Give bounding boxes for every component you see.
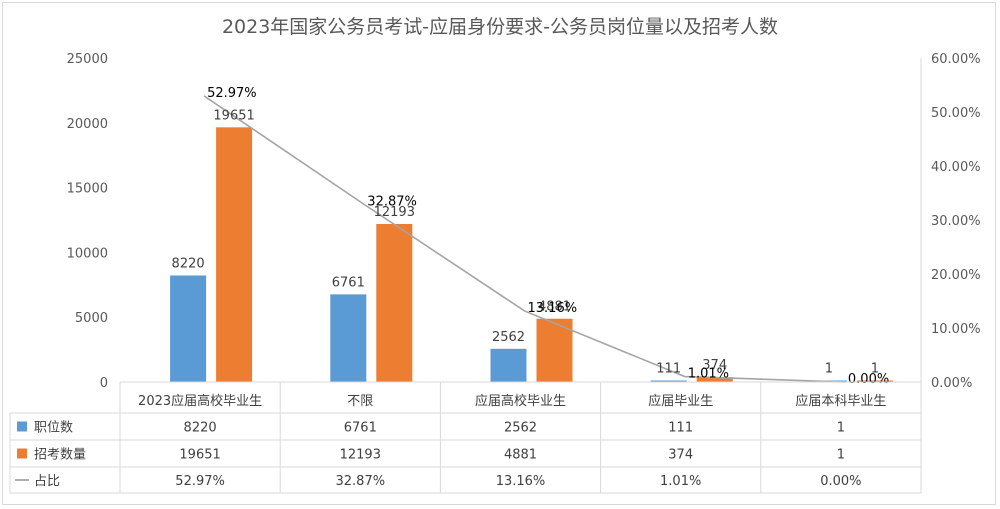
bar-positions xyxy=(490,348,527,382)
category-label: 不限 xyxy=(347,394,373,409)
line-layer xyxy=(203,95,845,383)
table-cell: 12193 xyxy=(340,448,381,463)
left-tick-label: 5000 xyxy=(75,311,108,326)
table-cell: 13.16% xyxy=(496,474,546,489)
bars-layer xyxy=(170,127,893,383)
right-tick-label: 50.00% xyxy=(931,106,981,121)
bar-data-label: 12193 xyxy=(374,205,415,220)
table-cell: 2562 xyxy=(504,421,537,436)
category-label: 应届本科毕业生 xyxy=(795,393,886,409)
table-cell: 0.00% xyxy=(820,474,861,489)
bar-recruits xyxy=(536,318,573,382)
share-data-label: 32.87% xyxy=(367,195,417,210)
bar-data-label: 111 xyxy=(656,362,681,377)
legend-series-name: 职位数 xyxy=(34,421,73,436)
share-data-label: 1.01% xyxy=(688,367,729,382)
table-cell: 1.01% xyxy=(660,474,701,489)
table-cell: 19651 xyxy=(179,448,220,463)
right-tick-label: 30.00% xyxy=(931,214,981,229)
table-cell: 374 xyxy=(668,448,693,463)
bar-data-label: 6761 xyxy=(332,275,365,290)
bar-recruits xyxy=(696,377,733,382)
left-tick-label: 0 xyxy=(100,376,108,391)
bar-positions xyxy=(650,380,687,382)
table-cell: 1 xyxy=(837,448,845,463)
table-cell: 8220 xyxy=(184,421,217,436)
bar-data-label: 4881 xyxy=(538,300,571,315)
table-cell: 111 xyxy=(668,421,693,436)
right-tick-label: 60.00% xyxy=(931,52,981,67)
legend-swatch xyxy=(17,448,27,459)
right-tick-label: 20.00% xyxy=(931,268,981,283)
share-data-label: 52.97% xyxy=(207,86,257,101)
bar-recruits xyxy=(856,380,893,382)
right-tick-label: 0.00% xyxy=(931,376,972,391)
category-label: 2023应届高校毕业生 xyxy=(138,393,262,409)
left-tick-label: 10000 xyxy=(67,246,108,261)
bar-data-label: 2562 xyxy=(492,330,525,345)
bar-data-label: 1 xyxy=(825,362,833,377)
right-axis-ticks: 0.00% 10.00% 20.00% 30.00% 40.00% 50.00% 60.00… xyxy=(931,52,981,391)
legend-series-name: 招考数量 xyxy=(34,448,86,463)
table-cell: 4881 xyxy=(504,448,537,463)
table-cell: 6761 xyxy=(344,421,377,436)
bar-positions xyxy=(330,294,367,382)
bar-recruits xyxy=(216,127,253,383)
bar-data-label: 374 xyxy=(702,358,727,373)
legend-swatch xyxy=(17,421,27,432)
share-data-label: 13.16% xyxy=(528,301,578,316)
bar-data-label: 19651 xyxy=(213,108,254,123)
left-axis-ticks: 0 5000 10000 15000 20000 25000 xyxy=(67,52,108,391)
share-line xyxy=(203,95,845,383)
table-cell: 1 xyxy=(837,421,845,436)
category-label: 应届毕业生 xyxy=(648,393,713,409)
left-tick-label: 15000 xyxy=(67,182,108,197)
left-tick-label: 25000 xyxy=(67,52,108,67)
bar-data-label: 1 xyxy=(871,362,879,377)
right-tick-label: 10.00% xyxy=(931,322,981,337)
share-data-label: 0.00% xyxy=(848,372,889,387)
table-cell: 52.97% xyxy=(175,474,225,489)
chart-title: 2023年国家公务员考试-应届身份要求-公务员岗位量以及招考人数 xyxy=(222,16,778,38)
bar-recruits xyxy=(376,223,413,382)
table-cell: 32.87% xyxy=(336,474,386,489)
left-tick-label: 20000 xyxy=(67,117,108,132)
bar-positions xyxy=(170,275,207,382)
category-label: 应届高校毕业生 xyxy=(475,393,566,409)
right-tick-label: 40.00% xyxy=(931,160,981,175)
legend-series-name: 占比 xyxy=(34,474,60,489)
bar-data-label: 8220 xyxy=(172,256,205,271)
